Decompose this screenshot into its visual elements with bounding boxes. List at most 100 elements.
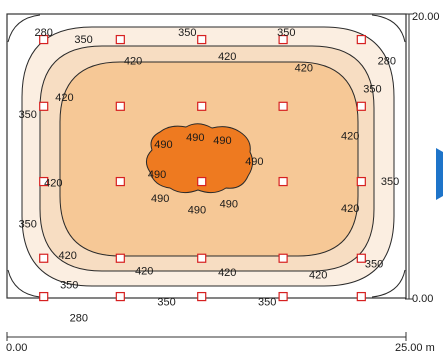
contour-label: 280 — [70, 312, 88, 324]
contour-label-text: 350 — [258, 297, 276, 309]
contour-label: 490 — [245, 156, 263, 168]
contour-label: 350 — [157, 297, 175, 309]
measurement-point — [278, 176, 288, 187]
contour-label: 350 — [19, 219, 37, 231]
y-axis-min-label: 0.00 — [412, 293, 433, 305]
measurement-point — [356, 291, 366, 302]
measurement-point — [356, 34, 366, 45]
measurement-point — [197, 176, 207, 187]
measurement-point — [197, 101, 207, 111]
contour-label-text: 490 — [188, 204, 206, 216]
contour-label: 490 — [188, 204, 206, 216]
contour-label-text: 490 — [213, 135, 231, 147]
contour-label-text: 490 — [186, 132, 204, 144]
measurement-point — [197, 34, 207, 45]
contour-label-text: 280 — [70, 312, 88, 324]
contour-label-text: 420 — [135, 265, 153, 277]
contour-label: 420 — [44, 177, 62, 189]
contour-label: 350 — [258, 297, 276, 309]
contour-label: 350 — [60, 280, 78, 292]
measurement-point — [278, 253, 288, 263]
contour-label-text: 350 — [381, 176, 399, 188]
contour-label: 280 — [378, 55, 396, 67]
measurement-point — [356, 101, 366, 111]
contour-label: 490 — [186, 132, 204, 144]
contour-label: 420 — [55, 92, 73, 104]
contour-label-text: 420 — [55, 92, 73, 104]
plot-frame — [6, 13, 407, 299]
contour-label-text: 420 — [341, 131, 359, 143]
contour-label: 420 — [135, 265, 153, 277]
contour-label: 420 — [58, 250, 76, 262]
contour-label: 420 — [341, 203, 359, 215]
contour-label-text: 280 — [378, 55, 396, 67]
contour-label: 420 — [218, 267, 236, 279]
measurement-point — [197, 253, 207, 263]
contour-label-text: 420 — [309, 270, 327, 282]
x-axis-min-label: 0.00 — [6, 342, 27, 354]
contour-label: 350 — [178, 27, 196, 39]
measurement-point — [278, 34, 288, 45]
chevron-right-icon — [436, 148, 443, 200]
contour-label: 350 — [365, 258, 383, 270]
measurement-point — [356, 176, 366, 187]
contour-labels: 280 350 350 350 280 420 420 420 350 420 350 420 490 4… — [19, 27, 400, 324]
contour-label: 420 — [341, 131, 359, 143]
contour-line-280-3 — [371, 269, 406, 298]
x-axis-max-label: 25.00 m — [395, 342, 435, 354]
measurement-point — [356, 253, 366, 263]
measurement-point — [39, 34, 49, 45]
contour-label-text: 350 — [277, 27, 295, 39]
contour-label-text: 350 — [365, 258, 383, 270]
contour-label-text: 420 — [341, 203, 359, 215]
contour-line-280-0 — [7, 14, 41, 43]
contour-label: 490 — [213, 135, 231, 147]
contour-label-text: 280 — [35, 27, 53, 39]
measurement-point — [39, 253, 49, 263]
contour-label-text: 420 — [218, 51, 236, 63]
contour-label: 350 — [381, 176, 399, 188]
plot-border — [6, 13, 407, 299]
contour-label: 350 — [277, 27, 295, 39]
measurement-point — [115, 291, 125, 302]
measurement-point — [39, 176, 49, 187]
contour-label-text: 490 — [154, 139, 172, 151]
contour-label-text: 350 — [19, 219, 37, 231]
measurement-point — [115, 253, 125, 263]
contour-label: 420 — [218, 51, 236, 63]
panel-expand-tab[interactable] — [436, 148, 443, 200]
contour-label: 350 — [74, 34, 92, 46]
measurement-point — [39, 291, 49, 302]
measurement-points — [39, 34, 366, 302]
measurement-point — [278, 101, 288, 111]
contour-label-text: 490 — [148, 169, 166, 181]
axes: 20.00 0.00 0.00 25.00 m — [6, 11, 440, 354]
contour-label-text: 490 — [151, 193, 169, 205]
contour-label-text: 420 — [44, 177, 62, 189]
measurement-point — [115, 34, 125, 45]
measurement-point — [39, 101, 49, 111]
contour-label: 490 — [154, 139, 172, 151]
measurement-point — [115, 176, 125, 187]
contour-band-560 — [146, 123, 254, 194]
contour-label: 280 — [35, 27, 53, 39]
contour-label-text: 490 — [220, 199, 238, 211]
contour-label-text: 420 — [295, 62, 313, 74]
contour-label-text: 490 — [245, 156, 263, 168]
contour-label-text: 350 — [363, 84, 381, 96]
contour-label-text: 350 — [157, 297, 175, 309]
measurement-point — [197, 291, 207, 302]
contour-label: 420 — [124, 55, 142, 67]
contour-line-280-2 — [7, 269, 41, 298]
contour-label-text: 350 — [178, 27, 196, 39]
contour-label: 420 — [309, 270, 327, 282]
measurement-point — [115, 101, 125, 111]
contour-label-text: 350 — [60, 280, 78, 292]
contour-label: 490 — [220, 199, 238, 211]
measurement-point — [278, 291, 288, 302]
contour-label: 490 — [148, 169, 166, 181]
contour-label: 490 — [151, 193, 169, 205]
contour-label: 420 — [295, 62, 313, 74]
contour-line-280-1 — [371, 14, 406, 43]
